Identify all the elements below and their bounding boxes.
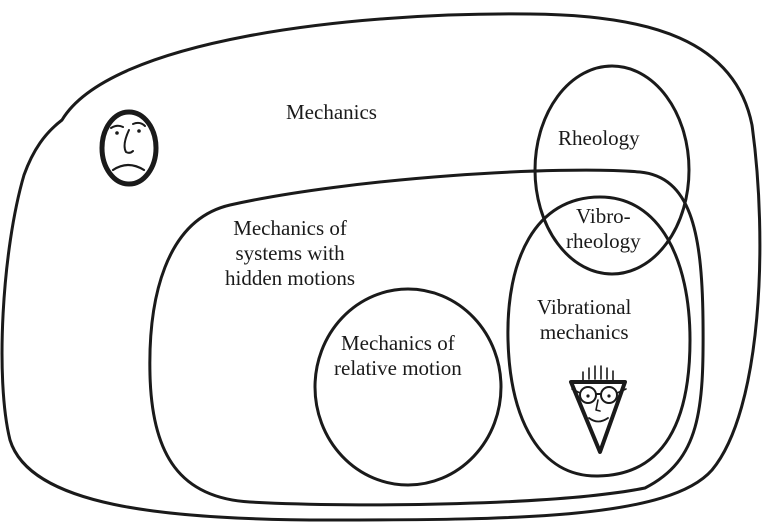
relative-motion-label: Mechanics of relative motion bbox=[334, 331, 462, 380]
rheology-region bbox=[533, 64, 691, 276]
mechanics-label: Mechanics bbox=[286, 100, 377, 124]
rheology-label: Rheology bbox=[558, 126, 640, 150]
vibrorheology-label: Vibro- rheology bbox=[566, 204, 641, 253]
mechanics-region bbox=[0, 12, 762, 522]
hidden-motions-region bbox=[148, 168, 705, 507]
sad-face-icon bbox=[99, 109, 159, 187]
vibrational-mechanics-label: Vibrational mechanics bbox=[537, 295, 632, 344]
vibrational-mechanics-region bbox=[506, 195, 692, 478]
happy-face-with-glasses-icon bbox=[569, 365, 627, 454]
hidden-motions-label: Mechanics of systems with hidden motions bbox=[225, 216, 356, 290]
relative-motion-region bbox=[313, 287, 503, 487]
